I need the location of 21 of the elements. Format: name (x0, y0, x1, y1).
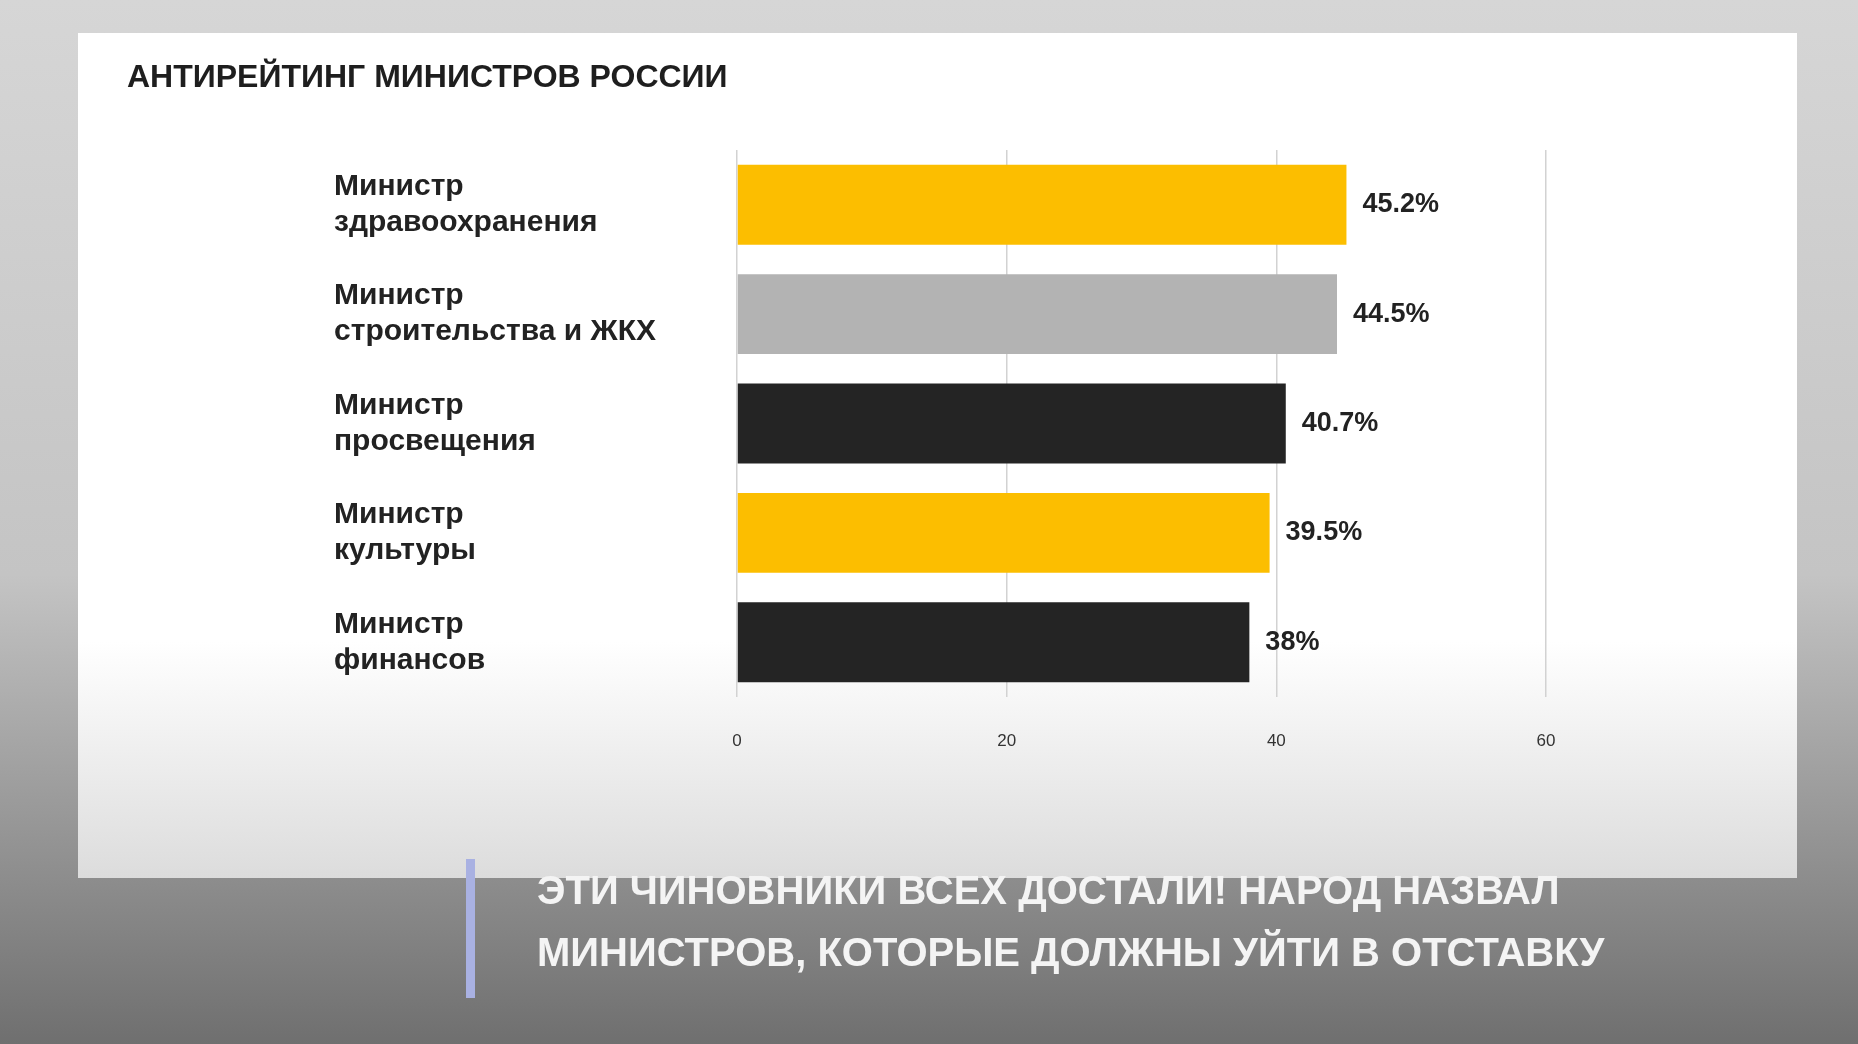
y-tick-label: Министр строительства и ЖКХ (334, 277, 657, 347)
data-label: 38% (1265, 625, 1320, 656)
y-tick-label: Министр здравоохранения (334, 167, 598, 237)
x-tick-label: 20 (997, 730, 1017, 750)
bar (737, 274, 1338, 355)
y-tick-label: Министр просвещения (334, 386, 536, 456)
text: ЭТИ ЧИНОВНИКИ ВСЕХ ДОСТАЛИ! НАРОД НАЗВАЛ МИНИСТРОВ, КОТОРЫЕ ДОЛЖНЫ УЙТИ В ОТСТАВКУ (537, 868, 1606, 975)
bar (737, 164, 1347, 245)
y-tick-label: Министр финансов (334, 605, 486, 675)
bar (737, 602, 1250, 683)
bar (737, 492, 1270, 573)
text: АНТИРЕЙТИНГ МИНИСТРОВ РОССИИ (127, 57, 728, 94)
bar (737, 383, 1286, 464)
x-tick-label: 0 (732, 730, 742, 750)
data-label: 40.7% (1301, 406, 1379, 437)
y-tick-label: Министр культуры (334, 496, 476, 566)
data-label: 45.2% (1362, 188, 1440, 219)
x-tick-label: 60 (1536, 730, 1556, 750)
data-label: 44.5% (1353, 297, 1430, 328)
data-label: 39.5% (1285, 516, 1363, 547)
x-tick-label: 40 (1266, 730, 1286, 750)
